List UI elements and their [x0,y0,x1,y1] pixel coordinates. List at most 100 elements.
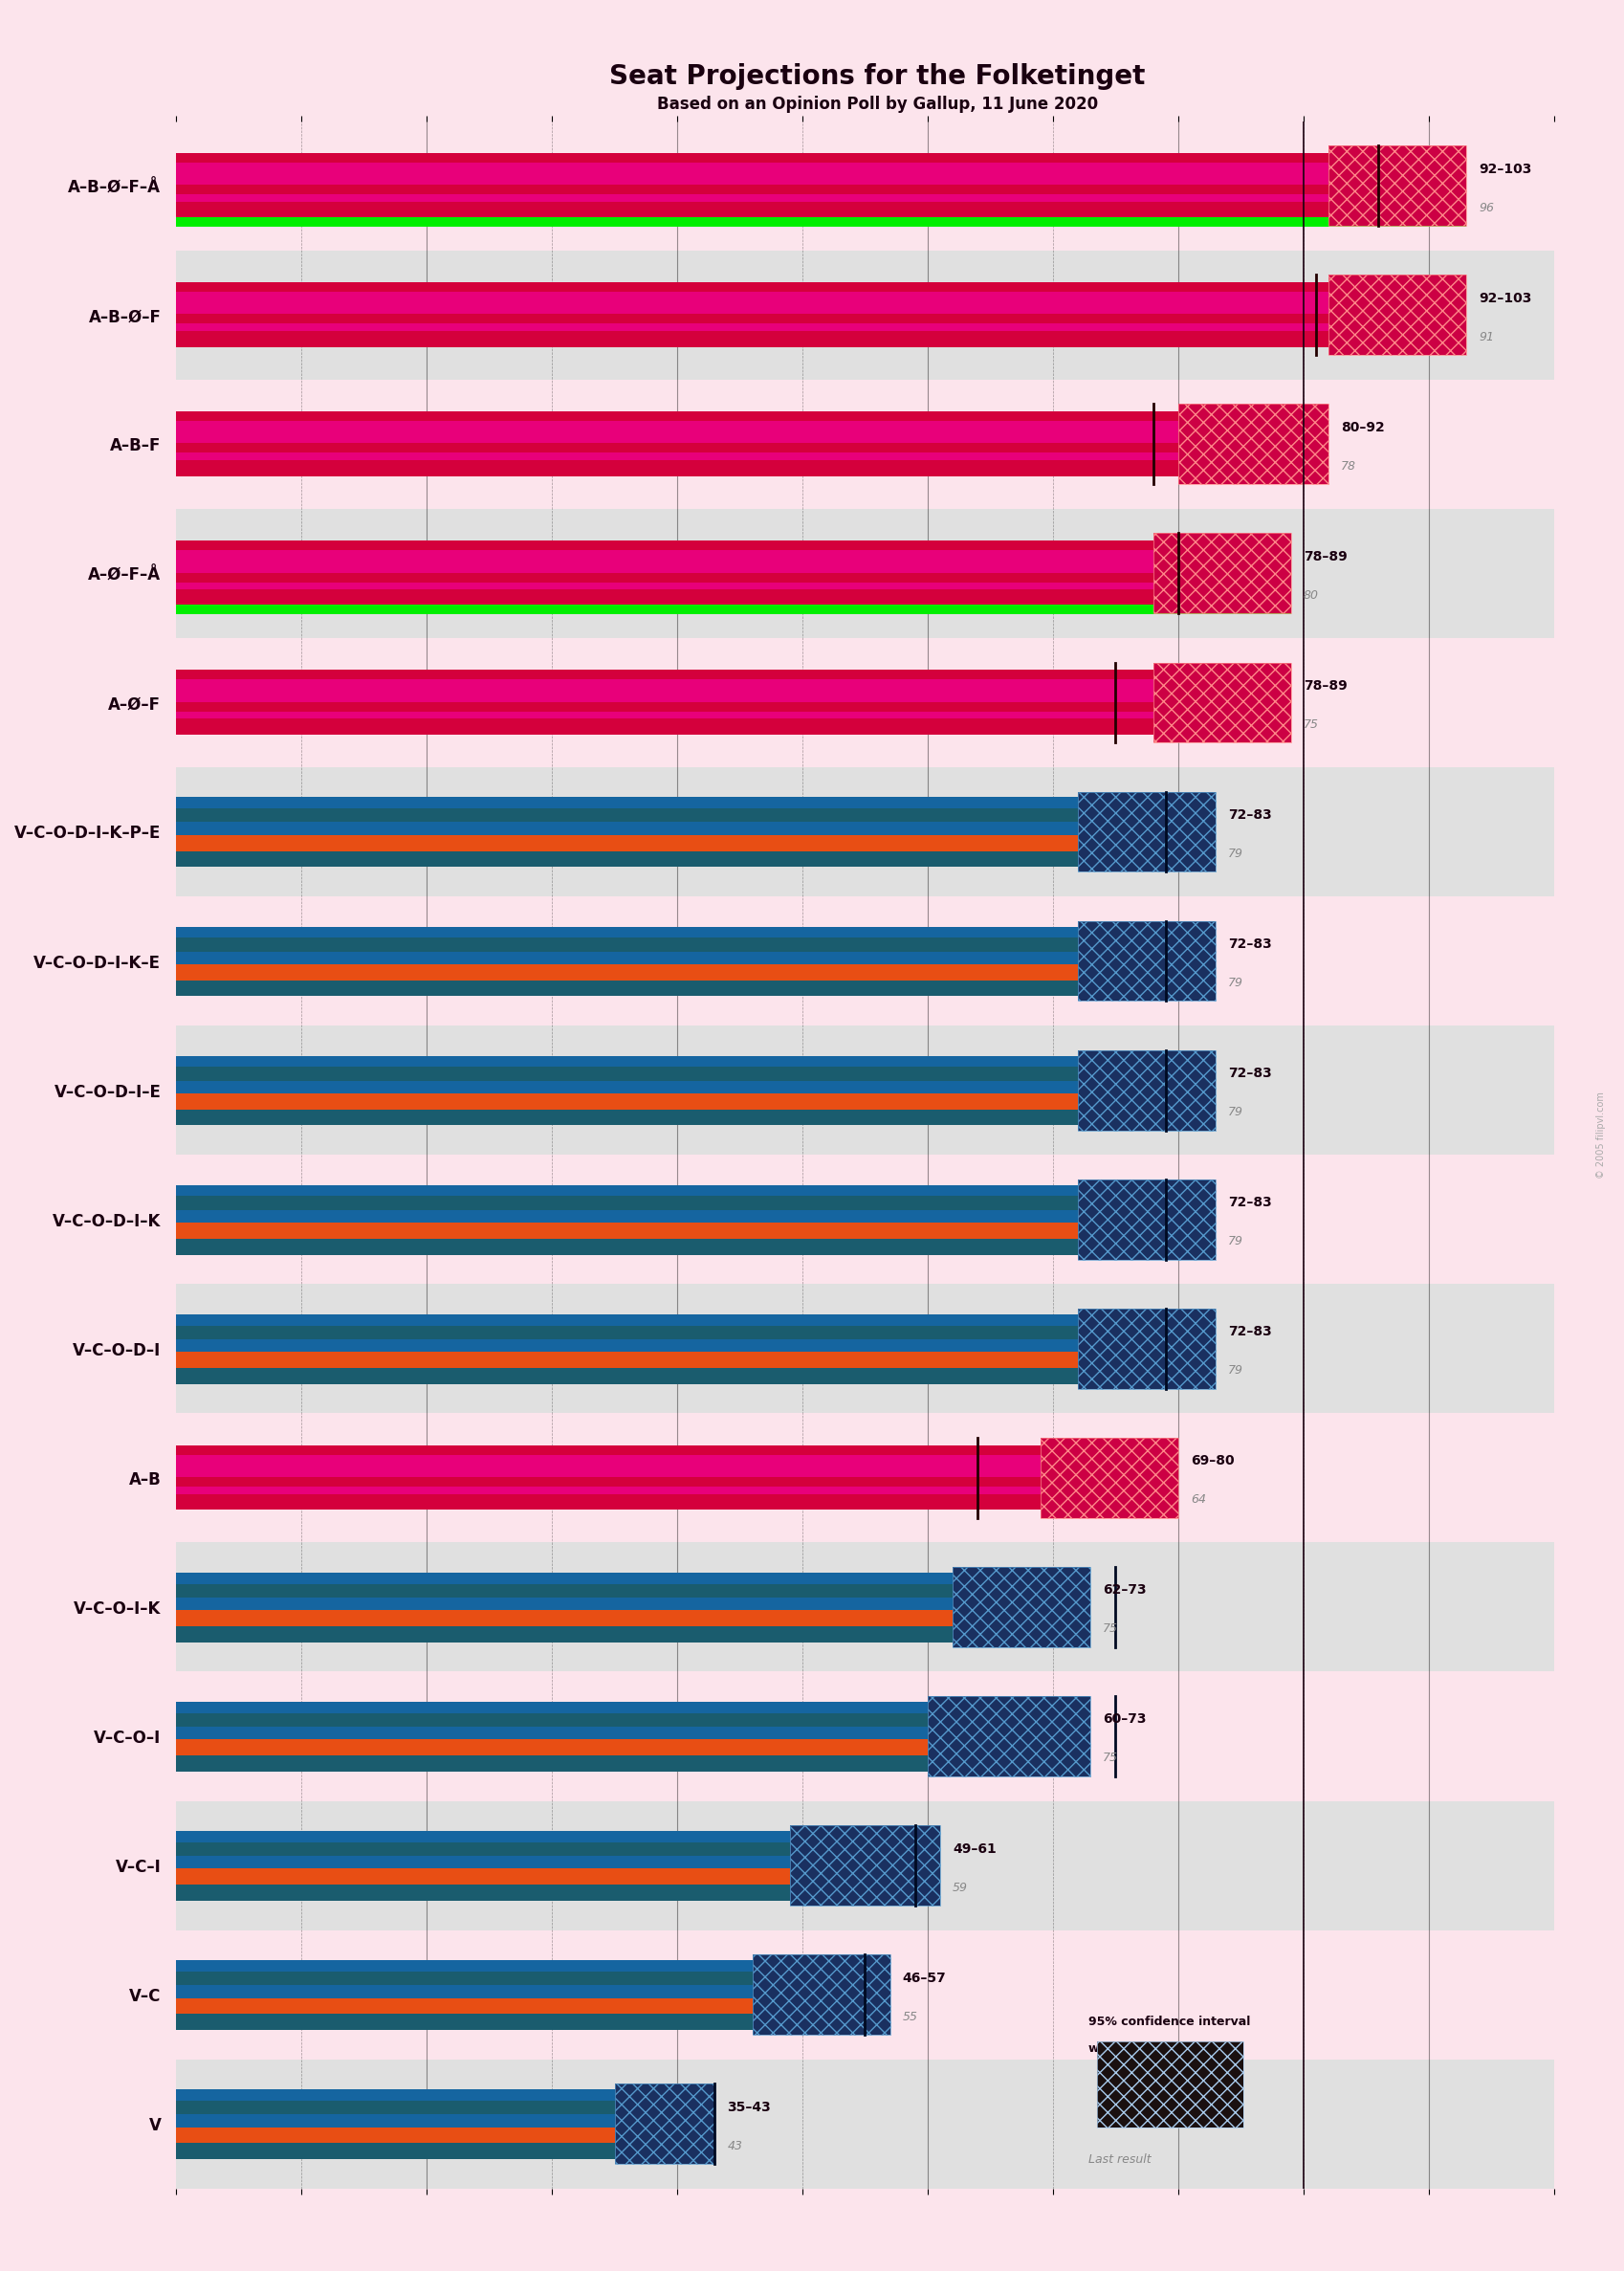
Bar [1327,275,1465,354]
Bar [177,2101,715,2119]
Bar [789,1826,940,1905]
Text: 59: 59 [952,1880,968,1894]
Text: 72–83: 72–83 [1228,938,1272,952]
Bar [177,540,1289,554]
Bar [1153,534,1289,613]
Text: 75: 75 [1103,1751,1117,1765]
Text: 43: 43 [728,2139,742,2153]
Text: with median: with median [1088,2044,1171,2055]
Text: 75: 75 [1103,1624,1117,1635]
Bar [177,1960,890,1976]
Bar [1039,1438,1177,1517]
Bar [177,822,1215,838]
Bar [177,1315,1215,1329]
Bar [177,411,1327,425]
Bar [177,852,1215,868]
Bar [752,1955,890,2035]
Bar [177,581,1289,593]
Bar [1077,1179,1215,1260]
Text: 80: 80 [1302,588,1317,602]
Text: 79: 79 [1228,977,1242,990]
Bar [1039,1438,1177,1517]
Text: 35–43: 35–43 [728,2101,770,2114]
Text: 60–73: 60–73 [1103,1712,1147,1726]
Bar [789,1826,940,1905]
Bar [1327,145,1465,225]
Bar [177,1444,1177,1460]
Bar [177,1755,1090,1771]
Bar [177,2128,715,2144]
Bar [177,1842,940,1860]
Bar [1077,1049,1215,1131]
Bar [614,2085,715,2164]
Bar [177,670,1289,684]
Bar [177,461,1327,477]
Bar [177,202,1465,218]
Bar [177,164,1465,193]
Bar [177,1885,940,1901]
Text: 62–73: 62–73 [1103,1583,1147,1597]
Bar [177,1111,1215,1126]
Bar [177,572,1289,584]
Bar [177,184,1465,195]
Bar [1077,1049,1215,1131]
Bar [177,590,1289,606]
Bar [177,638,1553,768]
Bar [177,1456,1177,1485]
Bar [177,550,1289,581]
Bar [177,250,1553,379]
Bar [177,711,1289,720]
Text: 64: 64 [1190,1494,1205,1506]
Text: 46–57: 46–57 [901,1971,945,1985]
Bar [177,2089,715,2103]
Bar [177,1740,1090,1758]
Bar [177,1488,1177,1497]
Bar [177,2144,715,2160]
Text: © 2005 filipvl.com: © 2005 filipvl.com [1595,1092,1605,1179]
Bar [177,1998,890,2017]
Bar [177,1930,1553,2060]
Text: 55: 55 [901,2010,918,2023]
Bar [177,1340,1215,1356]
Bar [927,1696,1090,1776]
Bar [177,1712,1090,1731]
Bar [177,1238,1215,1254]
Bar [177,1367,1215,1383]
Bar [177,1026,1553,1156]
Bar [177,1081,1215,1097]
Bar [177,1283,1553,1413]
Bar [177,2014,890,2030]
Bar [177,1869,940,1887]
Bar [1077,793,1215,872]
Bar [177,1583,1090,1601]
Text: 95% confidence interval: 95% confidence interval [1088,2017,1250,2028]
Bar [1153,663,1289,743]
Bar [177,325,1465,334]
Bar [177,797,1215,811]
Bar [177,1701,1090,1717]
Bar [177,420,1327,452]
Bar [177,1572,1090,1587]
Bar [177,836,1215,852]
Text: 72–83: 72–83 [1228,808,1272,822]
Bar [177,313,1465,325]
Bar [177,604,1289,613]
Bar [1177,404,1327,484]
Text: 79: 79 [1228,1106,1242,1117]
Bar [177,1351,1215,1369]
Bar [177,1985,890,2001]
Bar [177,1542,1553,1671]
Bar [177,768,1553,897]
Bar [177,679,1289,711]
Bar [177,965,1215,981]
Bar [177,1197,1215,1213]
Bar [177,332,1465,347]
Bar [177,718,1289,734]
Bar [177,282,1465,298]
Bar [177,702,1289,713]
Bar [177,152,1465,168]
Bar [177,1476,1177,1488]
Bar [177,2114,715,2130]
Bar [177,1210,1215,1226]
Bar [614,2085,715,2164]
